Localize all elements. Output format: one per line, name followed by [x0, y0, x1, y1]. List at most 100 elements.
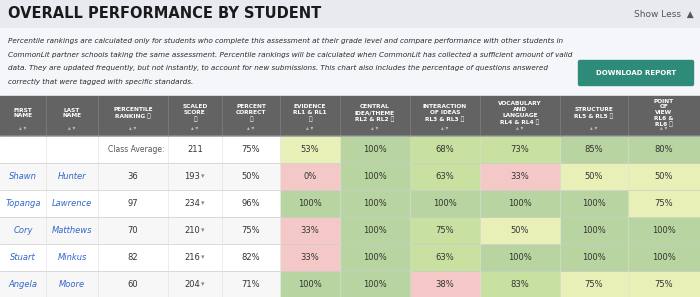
Text: Topanga: Topanga [6, 199, 41, 208]
Bar [629, 190, 699, 217]
Text: 50%: 50% [511, 226, 529, 235]
Text: EVIDENCE
RL1 & RL1
ⓘ: EVIDENCE RL1 & RL1 ⓘ [293, 104, 327, 122]
Text: 100%: 100% [363, 172, 387, 181]
Text: 85%: 85% [584, 145, 603, 154]
Text: 73%: 73% [510, 145, 529, 154]
Bar [340, 164, 410, 189]
Text: Lawrence: Lawrence [52, 199, 92, 208]
Bar [561, 244, 627, 271]
Bar [480, 217, 559, 244]
Text: 100%: 100% [298, 280, 322, 289]
Bar [410, 164, 480, 189]
Text: 100%: 100% [508, 253, 532, 262]
Text: 50%: 50% [654, 172, 673, 181]
Bar [561, 271, 627, 297]
Text: 53%: 53% [301, 145, 319, 154]
Bar [410, 244, 480, 271]
Bar [410, 190, 480, 217]
Text: 100%: 100% [363, 145, 387, 154]
Text: 80%: 80% [654, 145, 673, 154]
Bar [561, 217, 627, 244]
Text: 100%: 100% [433, 199, 457, 208]
Text: Shawn: Shawn [9, 172, 37, 181]
Bar [281, 164, 339, 189]
Text: 96%: 96% [241, 199, 260, 208]
Text: PERCENT
CORRECT
ⓘ: PERCENT CORRECT ⓘ [236, 104, 266, 122]
Text: INTERACTION
OF IDEAS
RL3 & RL3 ⓘ: INTERACTION OF IDEAS RL3 & RL3 ⓘ [423, 104, 467, 122]
Text: 50%: 50% [241, 172, 260, 181]
Bar [0, 163, 700, 190]
Text: 83%: 83% [510, 280, 529, 289]
Text: LAST
NAME: LAST NAME [62, 108, 82, 119]
Bar [561, 164, 627, 189]
Text: 38%: 38% [435, 280, 454, 289]
Bar [0, 136, 700, 163]
Text: 97: 97 [127, 199, 139, 208]
Bar [281, 190, 339, 217]
Text: 75%: 75% [241, 226, 260, 235]
Text: ▾: ▾ [202, 255, 204, 260]
Text: 33%: 33% [300, 226, 319, 235]
Text: Angela: Angela [8, 280, 38, 289]
Text: ▴ ▾: ▴ ▾ [660, 126, 668, 131]
Bar [0, 0, 700, 28]
Bar [410, 137, 480, 162]
Text: Hunter: Hunter [57, 172, 86, 181]
Text: 63%: 63% [435, 253, 454, 262]
Text: OVERALL PERFORMANCE BY STUDENT: OVERALL PERFORMANCE BY STUDENT [8, 7, 321, 21]
Text: ▴ ▾: ▴ ▾ [20, 126, 27, 131]
Text: ▾: ▾ [202, 282, 204, 287]
Text: STRUCTURE
RL5 & RL5 ⓘ: STRUCTURE RL5 & RL5 ⓘ [575, 107, 614, 119]
Bar [629, 271, 699, 297]
Text: 33%: 33% [510, 172, 529, 181]
Text: ▴ ▾: ▴ ▾ [191, 126, 199, 131]
Text: Class Average:: Class Average: [108, 145, 165, 154]
Text: Cory: Cory [13, 226, 33, 235]
Bar [0, 28, 700, 96]
Bar [281, 244, 339, 271]
Bar [561, 190, 627, 217]
Bar [480, 137, 559, 162]
Text: ▴ ▾: ▴ ▾ [590, 126, 598, 131]
Text: 100%: 100% [652, 226, 676, 235]
Text: 216: 216 [184, 253, 200, 262]
Text: 100%: 100% [363, 280, 387, 289]
Text: 100%: 100% [652, 253, 676, 262]
Text: Show Less  ▲: Show Less ▲ [634, 10, 694, 18]
Text: 70: 70 [127, 226, 139, 235]
Text: ▾: ▾ [202, 228, 204, 233]
Text: 100%: 100% [582, 253, 606, 262]
Text: ▴ ▾: ▴ ▾ [307, 126, 314, 131]
Bar [0, 190, 700, 217]
Bar [0, 96, 700, 136]
Text: 193: 193 [184, 172, 200, 181]
Text: 82: 82 [127, 253, 139, 262]
Text: Matthews: Matthews [52, 226, 92, 235]
Text: 100%: 100% [363, 199, 387, 208]
Bar [0, 271, 700, 297]
Text: 75%: 75% [584, 280, 603, 289]
Text: VOCABULARY
AND
LANGUAGE
RL4 & RL4 ⓘ: VOCABULARY AND LANGUAGE RL4 & RL4 ⓘ [498, 102, 542, 124]
Text: 50%: 50% [584, 172, 603, 181]
FancyBboxPatch shape [578, 61, 694, 86]
Text: 36: 36 [127, 172, 139, 181]
Text: ▴ ▾: ▴ ▾ [69, 126, 76, 131]
Text: Minkus: Minkus [57, 253, 87, 262]
Text: 100%: 100% [363, 253, 387, 262]
Bar [340, 244, 410, 271]
Text: 75%: 75% [654, 199, 673, 208]
Bar [561, 137, 627, 162]
Bar [340, 271, 410, 297]
Bar [281, 217, 339, 244]
Bar [629, 217, 699, 244]
Text: Percentile rankings are calculated only for students who complete this assessmen: Percentile rankings are calculated only … [8, 38, 563, 44]
Text: ▴ ▾: ▴ ▾ [517, 126, 524, 131]
Bar [281, 271, 339, 297]
Text: 100%: 100% [298, 199, 322, 208]
Text: 71%: 71% [241, 280, 260, 289]
Bar [410, 217, 480, 244]
Text: 33%: 33% [300, 253, 319, 262]
Text: 60: 60 [127, 280, 139, 289]
Text: 75%: 75% [435, 226, 454, 235]
Text: 210: 210 [184, 226, 200, 235]
